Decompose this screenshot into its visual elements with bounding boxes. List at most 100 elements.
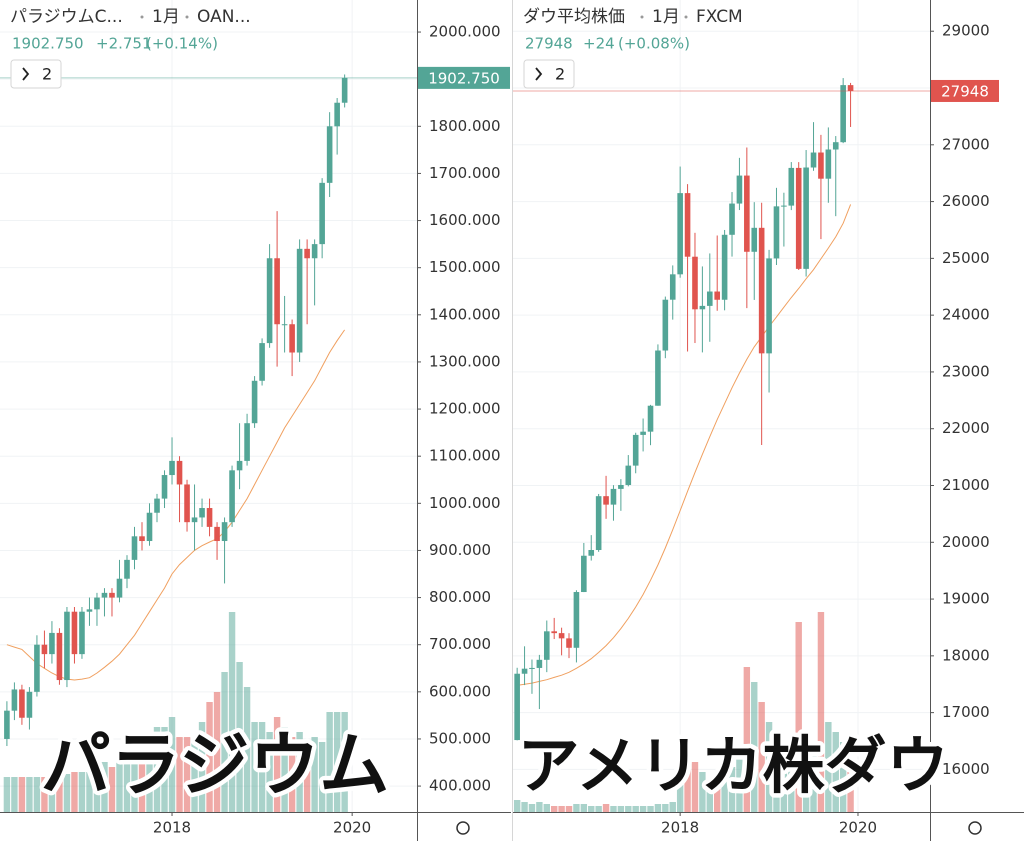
y-tick-label: 1700.000 [429,164,501,182]
candle-body [199,508,205,518]
candle-body [326,126,333,183]
y-tick-label: 25000 [942,249,990,267]
plot [3,74,348,812]
price-change: +2.751 [96,35,152,53]
candle-body [154,498,160,513]
volume-bar [543,804,550,812]
candle-body [296,248,303,353]
candle-body [595,496,602,551]
candle-body [610,488,617,505]
x-tick-label: 2018 [661,819,699,837]
candle-body [191,517,198,523]
exchange: OAN... [197,7,251,27]
candle-body [184,484,190,523]
volume-bar [780,752,788,812]
volume-bar [743,667,751,812]
y-tick-label: 29000 [942,22,990,40]
volume-bar [736,757,743,812]
volume-bar [206,702,213,812]
price-value: 27948 [525,35,573,53]
candle-body [304,248,310,259]
volume-bar [153,727,161,812]
candle-body [521,668,528,674]
volume-bar [86,772,93,812]
volume-bar [536,802,543,812]
volume-bar [721,772,728,812]
candle-body [699,305,706,310]
candle-body [56,632,63,681]
y-tick-label: 1300.000 [429,352,501,370]
candle-body [101,592,108,598]
candle-body [692,256,698,310]
volume-bar [341,712,348,812]
last-price-label: 27948 [941,82,989,100]
y-tick-label: 900.000 [429,541,491,559]
volume-bar [676,782,684,812]
volume-bar [116,762,123,812]
interval: 1月 [152,7,180,27]
settings-icon[interactable] [456,821,470,835]
candle-body [603,496,609,505]
candle-body [259,343,265,381]
candle-body [19,689,25,718]
y-tick-label: 1000.000 [429,494,501,512]
settings-icon[interactable] [968,821,982,835]
indicator-toggle[interactable] [10,59,62,89]
x-tick-label: 2020 [333,819,371,837]
candle-body [551,631,557,634]
candle-body [684,193,691,257]
candle-body [543,631,550,660]
candle-body [588,550,595,556]
y-tick-label: 1600.000 [429,211,501,229]
volume-bar [326,712,333,812]
separator-dot [684,15,688,19]
moving-average [517,204,852,686]
volume-bar [625,806,632,812]
separator-dot [140,15,144,19]
volume-bar [266,732,273,812]
candle-body [803,167,809,269]
volume-bar [654,804,662,812]
overlay-caption: アメリカ株ダウ [518,729,949,802]
y-tick-label: 500.000 [429,729,491,747]
chevron-icon [535,67,543,81]
volume-bar [550,806,558,812]
y-tick-label: 21000 [942,476,990,494]
volume-bar [521,802,528,812]
volume-bar [63,774,71,812]
volume-bar [758,702,765,812]
candle-body [558,633,565,639]
candle-body [281,324,288,326]
candle-body [788,167,795,206]
y-tick-label: 800.000 [429,588,491,606]
y-tick-label: 20000 [942,533,990,551]
candle-body [729,203,735,235]
volume-bar [161,727,168,812]
indicator-toggle[interactable] [523,59,575,89]
volume-bar [595,806,602,812]
candle-body [736,175,743,204]
volume-bar [714,782,721,812]
volume-bar [765,722,773,812]
y-tick-label: 1800.000 [429,117,501,135]
volume-bar [101,762,108,812]
volume-bar [706,782,713,812]
candle-body [64,611,70,681]
y-tick-label: 700.000 [429,635,491,653]
candle-body [236,460,243,471]
volume-bar [684,752,691,812]
volume-bar [138,747,146,812]
volume-bar [788,762,795,812]
candle-body [131,536,138,560]
candle-body [11,689,18,711]
candle-body [334,102,340,127]
indicator-count: 2 [42,65,52,84]
candle-body [640,431,646,435]
volume-bar [78,772,86,812]
volume-bar [728,767,736,812]
y-tick-label: 26000 [942,192,990,210]
candle-body [573,592,580,648]
volume-bar [93,767,101,812]
volume-bar [48,777,56,812]
